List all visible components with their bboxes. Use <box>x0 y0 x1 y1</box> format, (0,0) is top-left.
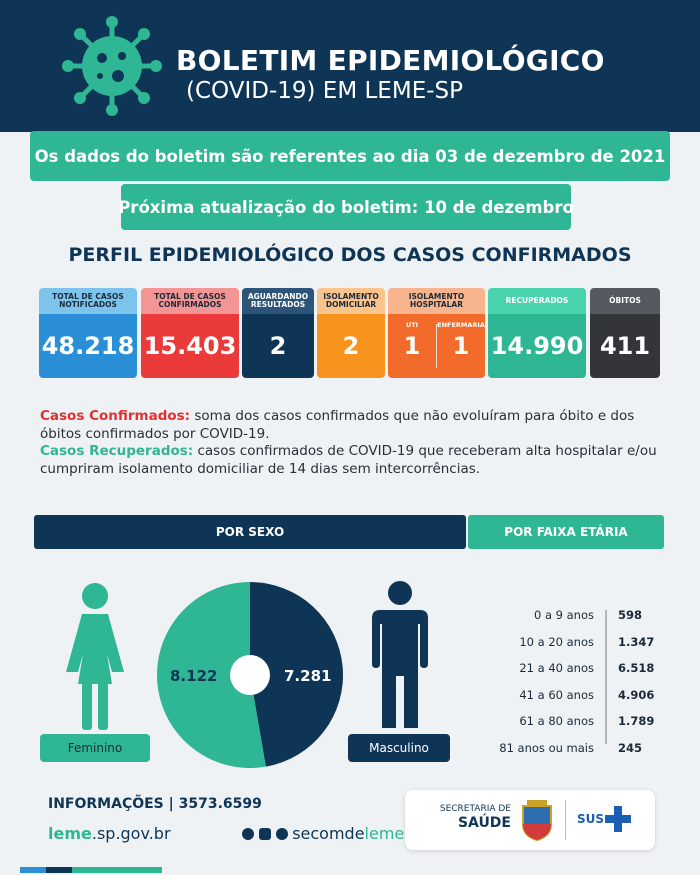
card-aguardando-label: AGUARDANDO RESULTADOS <box>242 288 314 314</box>
logo-divider <box>565 800 566 840</box>
sex-pie-chart <box>156 582 343 768</box>
footer-stripe <box>46 867 72 873</box>
age-bracket-value: 598 <box>618 608 643 622</box>
social-suffix: leme <box>364 824 405 843</box>
social-prefix: secomde <box>292 824 365 843</box>
page-subtitle: (COVID-19) EM LEME-SP <box>186 78 463 104</box>
instagram-icon <box>259 828 272 840</box>
card-isolamento-hospitalar-body: UTI 1 ENFERMARIA 1 <box>388 314 485 378</box>
enfermaria-cell: ENFERMARIA 1 <box>437 314 485 378</box>
card-notificados-value: 48.218 <box>39 314 137 378</box>
card-isolamento-domiciliar-value: 2 <box>317 314 385 378</box>
age-bracket-value: 1.347 <box>618 634 655 649</box>
age-bracket-value: 1.789 <box>618 714 655 728</box>
website-link[interactable]: leme.sp.gov.br <box>48 824 171 843</box>
site-prefix: leme <box>48 824 92 843</box>
site-suffix: .sp.gov.br <box>91 824 171 843</box>
facebook-icon <box>242 828 254 840</box>
card-confirmados: TOTAL DE CASOS CONFIRMADOS 15.403 <box>141 288 239 378</box>
def-confirmados-term: Casos Confirmados: <box>40 408 191 424</box>
age-bracket-value: 6.518 <box>618 661 655 675</box>
virus-icon <box>62 16 162 116</box>
card-recuperados: RECUPERADOS 14.990 <box>488 288 586 378</box>
def-recuperados-text: casos confirmados de COVID-19 que recebe… <box>40 443 657 477</box>
card-isolamento-domiciliar: ISOLAMENTO DOMICILIAR 2 <box>317 288 385 378</box>
feminino-label: Feminino <box>40 734 150 762</box>
def-recuperados-term: Casos Recuperados: <box>40 443 194 459</box>
por-sexo-header: POR SEXO <box>34 515 466 549</box>
page-title: BOLETIM EPIDEMIOLÓGICO <box>176 44 605 77</box>
card-obitos: ÓBITOS 411 <box>590 288 660 378</box>
card-confirmados-label: TOTAL DE CASOS CONFIRMADOS <box>141 288 239 314</box>
card-isolamento-domiciliar-label: ISOLAMENTO DOMICILIAR <box>317 288 385 314</box>
masculino-label: Masculino <box>348 734 450 762</box>
uti-cell: UTI 1 <box>388 314 436 378</box>
card-aguardando-value: 2 <box>242 314 314 378</box>
sus-label: SUS <box>577 812 605 826</box>
enfermaria-label: ENFERMARIA <box>437 321 485 329</box>
por-faixa-etaria-header: POR FAIXA ETÁRIA <box>468 515 664 549</box>
age-bracket-value: 245 <box>618 740 643 755</box>
uti-value: 1 <box>403 332 421 360</box>
female-figure-icon <box>66 583 124 730</box>
card-isolamento-hospitalar-label: ISOLAMENTO HOSPITALAR <box>388 288 485 314</box>
card-notificados-label: TOTAL DE CASOS NOTIFICADOS <box>39 288 137 314</box>
card-recuperados-label: RECUPERADOS <box>488 288 586 314</box>
pie-label-feminino: 8.122 <box>170 667 218 685</box>
definitions-text: Casos Confirmados: soma dos casos confir… <box>40 408 670 478</box>
city-coat-of-arms-icon <box>522 800 552 842</box>
age-bracket-label: 41 a 60 anos <box>519 687 594 702</box>
section-title: PERFIL EPIDEMIOLÓGICO DOS CASOS CONFIRMA… <box>68 244 632 266</box>
date-banner: Os dados do boletim são referentes ao di… <box>30 131 670 181</box>
secretaria-label: SECRETARIA DE <box>439 804 511 814</box>
age-bracket-label: 81 anos ou mais <box>499 740 594 755</box>
age-bracket-label: 10 a 20 anos <box>519 634 594 649</box>
card-aguardando: AGUARDANDO RESULTADOS 2 <box>242 288 314 378</box>
uti-label: UTI <box>405 321 419 329</box>
card-confirmados-value: 15.403 <box>141 314 239 378</box>
age-bracket-label: 0 a 9 anos <box>533 608 594 622</box>
footer-stripe <box>72 867 162 873</box>
male-figure-icon <box>372 581 428 728</box>
age-bracket-label: 61 a 80 anos <box>519 714 594 728</box>
card-obitos-value: 411 <box>590 314 660 378</box>
age-bracket-line <box>605 610 607 744</box>
card-obitos-label: ÓBITOS <box>590 288 660 314</box>
sus-cross-icon <box>605 806 631 832</box>
logo-box: SECRETARIA DE SAÚDE SUS <box>405 790 655 850</box>
split-divider <box>436 324 437 368</box>
telegram-icon <box>276 828 289 840</box>
next-update-banner: Próxima atualização do boletim: 10 de de… <box>118 184 574 230</box>
card-isolamento-hospitalar: ISOLAMENTO HOSPITALAR UTI 1 ENFERMARIA 1 <box>388 288 485 378</box>
pie-center <box>230 655 270 695</box>
info-phone: INFORMAÇÕES | 3573.6599 <box>48 796 262 812</box>
enfermaria-value: 1 <box>452 332 470 360</box>
card-recuperados-value: 14.990 <box>488 314 586 378</box>
card-notificados: TOTAL DE CASOS NOTIFICADOS 48.218 <box>39 288 137 378</box>
age-bracket-label: 21 a 40 anos <box>519 661 594 675</box>
pie-slice-masculino <box>250 582 343 767</box>
pie-label-masculino: 7.281 <box>284 667 332 685</box>
saude-label: SAÚDE <box>457 815 511 831</box>
age-bracket-value: 4.906 <box>618 687 655 702</box>
def-confirmados-text: soma dos casos confirmados que não evolu… <box>40 408 635 442</box>
footer-stripe <box>20 867 46 873</box>
social-handle[interactable]: secomdeleme <box>242 824 404 843</box>
pie-slice-feminino <box>156 582 266 768</box>
